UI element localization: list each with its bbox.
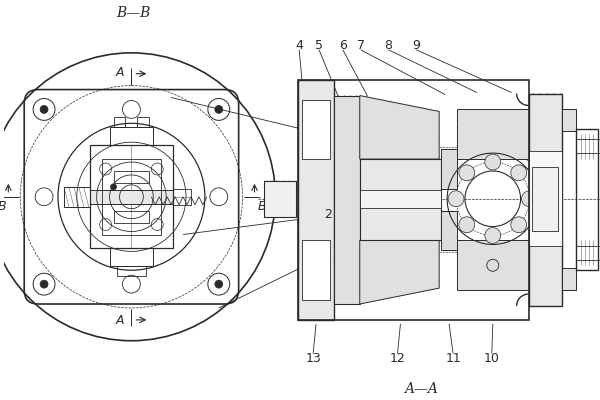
Bar — [457, 240, 529, 290]
Bar — [529, 151, 562, 246]
Text: 5: 5 — [315, 39, 323, 52]
Bar — [441, 149, 457, 189]
Text: A: A — [115, 314, 124, 327]
Bar — [137, 117, 149, 127]
Text: A—A: A—A — [404, 382, 438, 396]
Circle shape — [215, 280, 223, 288]
Bar — [90, 190, 173, 204]
Bar — [302, 100, 330, 159]
Bar — [334, 96, 360, 304]
Text: B—B: B—B — [116, 6, 151, 20]
Bar — [562, 110, 576, 131]
Bar — [529, 94, 562, 306]
Circle shape — [485, 228, 501, 244]
Bar — [457, 110, 529, 159]
Text: 7: 7 — [357, 39, 365, 52]
Circle shape — [511, 165, 527, 181]
Circle shape — [110, 184, 116, 190]
Bar — [360, 159, 441, 240]
Text: B: B — [0, 200, 7, 213]
Circle shape — [215, 106, 223, 113]
Bar — [101, 159, 161, 234]
Bar — [298, 80, 334, 320]
Bar — [113, 211, 149, 223]
Text: 2: 2 — [324, 208, 332, 221]
Circle shape — [459, 217, 475, 233]
Bar — [296, 190, 425, 208]
Text: 9: 9 — [412, 39, 420, 52]
Bar — [532, 167, 559, 230]
Bar — [113, 171, 149, 183]
Polygon shape — [360, 240, 439, 304]
Bar — [173, 189, 191, 205]
Bar — [265, 181, 296, 217]
Circle shape — [485, 154, 501, 170]
Circle shape — [448, 191, 464, 207]
Bar — [298, 80, 529, 320]
Bar — [441, 211, 457, 250]
Bar — [360, 190, 441, 208]
Circle shape — [40, 106, 48, 113]
Text: 3: 3 — [318, 124, 326, 137]
Bar — [110, 248, 153, 266]
Text: 13: 13 — [305, 352, 321, 365]
Text: 1: 1 — [324, 250, 332, 263]
Circle shape — [511, 217, 527, 233]
Circle shape — [521, 191, 538, 207]
Bar — [110, 127, 153, 145]
Text: 8: 8 — [385, 39, 392, 52]
Text: 6: 6 — [339, 39, 347, 52]
Circle shape — [40, 280, 48, 288]
Text: B: B — [258, 200, 267, 213]
Bar — [576, 246, 600, 260]
Bar — [562, 268, 576, 290]
Bar — [576, 139, 600, 153]
Bar — [116, 266, 146, 276]
Text: A: A — [115, 66, 124, 79]
Text: 11: 11 — [445, 352, 461, 365]
Bar — [302, 240, 330, 300]
Bar — [113, 117, 125, 127]
Bar — [576, 129, 598, 270]
Bar — [64, 187, 90, 207]
Text: 10: 10 — [484, 352, 500, 365]
Text: 12: 12 — [389, 352, 406, 365]
Polygon shape — [360, 96, 439, 159]
Bar — [90, 145, 173, 248]
Text: 4: 4 — [295, 39, 303, 52]
Circle shape — [459, 165, 475, 181]
